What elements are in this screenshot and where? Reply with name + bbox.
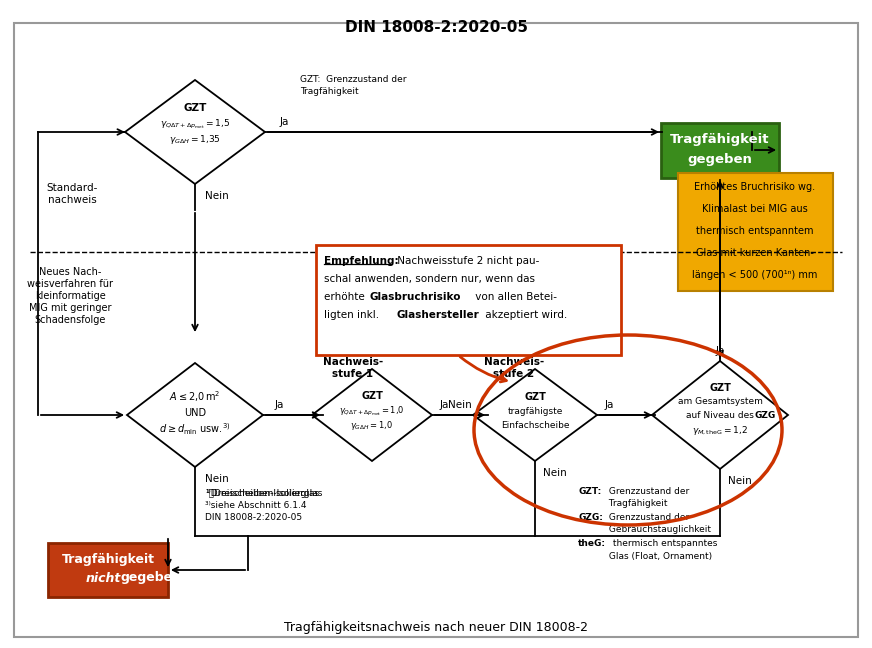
- Text: theG:: theG:: [578, 540, 606, 548]
- Text: Ja: Ja: [280, 117, 290, 127]
- Text: GZT: GZT: [183, 103, 207, 113]
- Text: Tragfähigkeit: Tragfähigkeit: [671, 133, 770, 146]
- Text: Klimalast bei MIG aus: Klimalast bei MIG aus: [702, 204, 807, 214]
- Text: akzeptiert wird.: akzeptiert wird.: [481, 310, 567, 320]
- Text: $\gamma_{M,\mathrm{theG}} = 1{,}2$: $\gamma_{M,\mathrm{theG}} = 1{,}2$: [692, 424, 748, 437]
- Text: ¹⁾Dreischeiben-Isolierglas: ¹⁾Dreischeiben-Isolierglas: [205, 489, 319, 498]
- Bar: [316, 245, 621, 355]
- Text: MIG mit geringer: MIG mit geringer: [29, 303, 112, 313]
- Text: $\gamma_{G\Delta H} = 1{,}35$: $\gamma_{G\Delta H} = 1{,}35$: [169, 133, 221, 146]
- Text: Nein: Nein: [205, 191, 228, 201]
- Text: Glas mit kurzen Kanten-: Glas mit kurzen Kanten-: [696, 248, 814, 258]
- Polygon shape: [312, 369, 432, 461]
- Polygon shape: [473, 369, 597, 461]
- Text: Tragfähigkeit: Tragfähigkeit: [606, 500, 667, 509]
- Text: $\gamma_{Q\Delta T+\Delta p_\mathrm{met}} = 1{,}0$: $\gamma_{Q\Delta T+\Delta p_\mathrm{met}…: [339, 404, 405, 417]
- Text: Tragfähigkeit: Tragfähigkeit: [62, 553, 154, 566]
- Text: Grenzzustand der: Grenzzustand der: [606, 487, 689, 496]
- Text: von allen Betei-: von allen Betei-: [472, 292, 556, 302]
- Text: Nein: Nein: [205, 474, 228, 484]
- Text: Tragfähigkeit: Tragfähigkeit: [300, 86, 358, 95]
- Text: Tragfähigkeitsnachweis nach neuer DIN 18008-2: Tragfähigkeitsnachweis nach neuer DIN 18…: [284, 621, 588, 634]
- Text: Empfehlung:: Empfehlung:: [324, 256, 399, 266]
- Text: gegeben: gegeben: [687, 152, 753, 165]
- Text: längen < 500 (700¹ⁿ) mm: längen < 500 (700¹ⁿ) mm: [692, 270, 818, 280]
- Text: stufe 1: stufe 1: [332, 369, 373, 379]
- Text: weisverfahren für: weisverfahren für: [27, 279, 113, 289]
- Text: Glashersteller: Glashersteller: [397, 310, 480, 320]
- Text: $A \leq 2{,}0\,\mathrm{m}^2$: $A \leq 2{,}0\,\mathrm{m}^2$: [169, 389, 221, 404]
- Text: erhöhte: erhöhte: [324, 292, 367, 302]
- Polygon shape: [125, 80, 265, 184]
- Text: UND: UND: [184, 408, 206, 418]
- Text: nachweis: nachweis: [48, 195, 97, 205]
- Text: auf Niveau des: auf Niveau des: [686, 411, 757, 421]
- Text: Ja: Ja: [440, 400, 449, 410]
- Text: ligten inkl.: ligten inkl.: [324, 310, 382, 320]
- Text: $\gamma_{G\Delta H} = 1{,}0$: $\gamma_{G\Delta H} = 1{,}0$: [351, 419, 393, 432]
- Text: Nein: Nein: [543, 468, 567, 478]
- Bar: [678, 173, 833, 291]
- Text: Nachweis-: Nachweis-: [323, 357, 383, 367]
- Text: GZT: GZT: [709, 383, 731, 393]
- Text: GZT:  Grenzzustand der: GZT: Grenzzustand der: [300, 76, 406, 84]
- Bar: [661, 122, 779, 178]
- Text: schal anwenden, sondern nur, wenn das: schal anwenden, sondern nur, wenn das: [324, 274, 535, 284]
- Text: Erhöhtes Bruchrisiko wg.: Erhöhtes Bruchrisiko wg.: [694, 182, 815, 192]
- Text: GZT: GZT: [524, 392, 546, 402]
- Text: stufe 2: stufe 2: [494, 369, 535, 379]
- Text: Glas (Float, Ornament): Glas (Float, Ornament): [606, 551, 712, 561]
- Text: GZG:: GZG:: [578, 513, 603, 522]
- Text: ¹⧣Dreischeiben-Isolierglas: ¹⧣Dreischeiben-Isolierglas: [205, 489, 323, 498]
- Text: DIN 18008-2:2020-05: DIN 18008-2:2020-05: [205, 513, 302, 522]
- Text: Glasbruchrisiko: Glasbruchrisiko: [370, 292, 461, 302]
- Text: DIN 18008-2:2020-05: DIN 18008-2:2020-05: [344, 21, 528, 36]
- Polygon shape: [127, 363, 263, 467]
- Text: thermisch entspanntes: thermisch entspanntes: [610, 540, 718, 548]
- Text: kleinformatige: kleinformatige: [35, 291, 106, 301]
- Text: ³⁾siehe Abschnitt 6.1.4: ³⁾siehe Abschnitt 6.1.4: [205, 502, 306, 511]
- Text: Nein: Nein: [728, 476, 752, 486]
- Polygon shape: [652, 361, 788, 469]
- Text: Standard-: Standard-: [46, 183, 98, 193]
- Text: Nachweisstufe 2 nicht pau-: Nachweisstufe 2 nicht pau-: [393, 256, 539, 266]
- Text: Neues Nach-: Neues Nach-: [39, 267, 101, 277]
- Text: $\gamma_{Q\Delta T+\Delta p_\mathrm{met}} = 1{,}5$: $\gamma_{Q\Delta T+\Delta p_\mathrm{met}…: [160, 117, 230, 131]
- Text: Grenzzustand der: Grenzzustand der: [606, 513, 689, 522]
- Text: $d \geq d_\mathrm{min}$ usw.$^{3)}$: $d \geq d_\mathrm{min}$ usw.$^{3)}$: [160, 421, 231, 437]
- Text: Einfachscheibe: Einfachscheibe: [501, 421, 569, 430]
- Text: GZT:: GZT:: [578, 487, 602, 496]
- Text: Nein: Nein: [448, 400, 472, 410]
- Text: GZG: GZG: [754, 411, 775, 421]
- Text: Ja: Ja: [605, 400, 615, 410]
- Text: thermisch entspanntem: thermisch entspanntem: [696, 226, 814, 236]
- Text: GZT: GZT: [361, 391, 383, 401]
- Text: tragfähigste: tragfähigste: [508, 406, 562, 415]
- Text: Ja: Ja: [715, 346, 725, 356]
- Text: Gebrauchstauglichkeit: Gebrauchstauglichkeit: [606, 526, 711, 535]
- Text: gegeben: gegeben: [120, 572, 181, 584]
- Bar: [48, 543, 168, 597]
- Text: am Gesamtsystem: am Gesamtsystem: [678, 397, 762, 406]
- Text: Nachweis-: Nachweis-: [484, 357, 544, 367]
- Text: Schadensfolge: Schadensfolge: [34, 315, 106, 325]
- Text: Ja: Ja: [275, 400, 284, 410]
- Text: nicht: nicht: [86, 572, 121, 584]
